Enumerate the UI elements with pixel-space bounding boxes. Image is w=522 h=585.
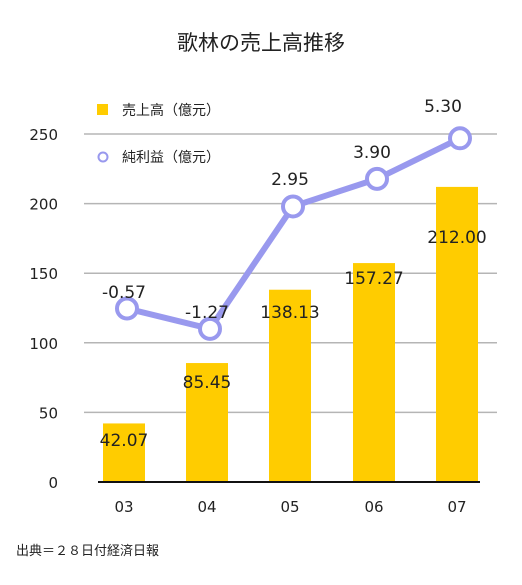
bar-series [103, 186, 478, 482]
line-series [115, 126, 472, 341]
bar [186, 363, 228, 482]
profit-point [365, 166, 389, 191]
grid-lines [84, 133, 497, 414]
bar [353, 263, 395, 482]
bar-value-label: 42.07 [100, 431, 149, 451]
profit-point [115, 296, 139, 321]
y-tick-label: 250 [29, 126, 58, 144]
x-axis-ticks: 03 04 05 06 07 [114, 498, 466, 516]
bar-value-label: 212.00 [427, 228, 486, 248]
legend-line-label: 純利益（億元） [122, 150, 220, 166]
bar-value-label: 85.45 [183, 373, 232, 393]
source-note: 出典＝２８日付経済日報 [16, 544, 160, 559]
profit-value-label: 3.90 [353, 143, 391, 163]
bar [436, 186, 478, 482]
y-tick-label: 200 [29, 196, 58, 214]
x-tick-label: 04 [197, 498, 216, 516]
legend-bar-label: 売上高（億元） [122, 102, 220, 119]
profit-value-label: -1.27 [185, 303, 229, 323]
x-tick-label: 05 [280, 498, 299, 516]
profit-value-label: 5.30 [424, 97, 462, 117]
profit-point [448, 126, 472, 151]
y-axis-ticks: 0 50 100 150 200 250 [29, 126, 58, 492]
legend-bar-swatch [97, 104, 108, 115]
line-data-labels: -0.57 -1.27 2.95 3.90 5.30 [102, 97, 462, 323]
y-tick-label: 100 [29, 335, 58, 353]
chart-title: 歌林の売上高推移 [177, 31, 345, 55]
profit-point [198, 316, 222, 341]
profit-point [281, 194, 305, 219]
profit-value-label: -0.57 [102, 283, 146, 303]
profit-value-label: 2.95 [271, 170, 309, 190]
bar-value-label: 138.13 [260, 303, 319, 323]
x-tick-label: 03 [114, 498, 133, 516]
bar [103, 423, 145, 482]
y-tick-label: 150 [29, 265, 58, 283]
legend-line-marker [97, 151, 109, 163]
x-tick-label: 07 [447, 498, 466, 516]
bar [269, 289, 311, 482]
bar-data-labels: 42.07 85.45 138.13 157.27 212.00 [100, 228, 487, 451]
y-tick-label: 0 [48, 474, 58, 492]
legend: 売上高（億元） 純利益（億元） [97, 102, 220, 166]
bar-value-label: 157.27 [344, 269, 403, 289]
y-tick-label: 50 [39, 404, 58, 422]
x-tick-label: 06 [364, 498, 383, 516]
